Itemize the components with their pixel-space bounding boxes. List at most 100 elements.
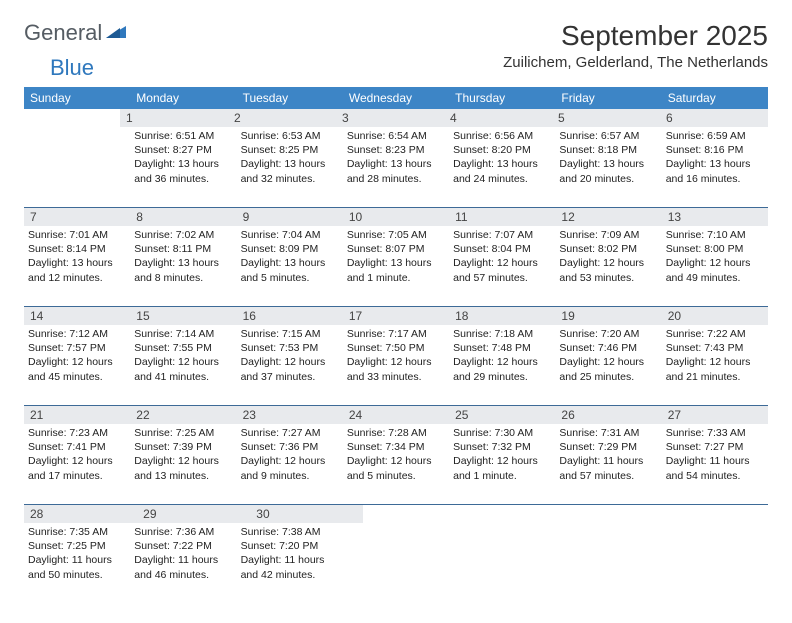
calendar-page: General September 2025 Zuilichem, Gelder…	[0, 0, 792, 623]
daynum-empty	[667, 505, 768, 523]
daynum-empty	[465, 505, 566, 523]
day-cell	[343, 523, 449, 603]
daynum: 18	[449, 307, 555, 325]
sunrise: Sunrise: 7:01 AM	[28, 228, 126, 242]
logo-blue: Blue	[50, 55, 94, 80]
sunrise: Sunrise: 6:53 AM	[241, 129, 339, 143]
day-cell: Sunrise: 7:12 AMSunset: 7:57 PMDaylight:…	[24, 325, 130, 405]
day-cell: Sunrise: 7:30 AMSunset: 7:32 PMDaylight:…	[449, 424, 555, 504]
sunrise: Sunrise: 7:35 AM	[28, 525, 126, 539]
daynum-empty	[363, 505, 464, 523]
sunset: Sunset: 8:09 PM	[241, 242, 339, 256]
day-cell: Sunrise: 7:04 AMSunset: 8:09 PMDaylight:…	[237, 226, 343, 306]
day-cell: Sunrise: 6:57 AMSunset: 8:18 PMDaylight:…	[555, 127, 661, 207]
daylight: Daylight: 12 hours and 49 minutes.	[666, 256, 764, 284]
logo: General	[24, 20, 128, 46]
sunset: Sunset: 8:27 PM	[134, 143, 232, 157]
daylight: Daylight: 12 hours and 29 minutes.	[453, 355, 551, 383]
day-cell: Sunrise: 7:22 AMSunset: 7:43 PMDaylight:…	[662, 325, 768, 405]
daylight: Daylight: 11 hours and 57 minutes.	[559, 454, 657, 482]
daylight: Daylight: 12 hours and 33 minutes.	[347, 355, 445, 383]
sunrise: Sunrise: 7:30 AM	[453, 426, 551, 440]
daynum: 23	[237, 406, 343, 424]
daynum-row: 282930	[24, 505, 768, 523]
sunrise: Sunrise: 7:10 AM	[666, 228, 764, 242]
daynum-row: 21222324252627	[24, 406, 768, 424]
daynum-row: 78910111213	[24, 208, 768, 226]
sunrise: Sunrise: 6:59 AM	[666, 129, 764, 143]
sunrise: Sunrise: 7:12 AM	[28, 327, 126, 341]
sunrise: Sunrise: 6:54 AM	[347, 129, 445, 143]
sunrise: Sunrise: 7:22 AM	[666, 327, 764, 341]
daylight: Daylight: 12 hours and 17 minutes.	[28, 454, 126, 482]
day-cell: Sunrise: 7:02 AMSunset: 8:11 PMDaylight:…	[130, 226, 236, 306]
daylight: Daylight: 13 hours and 12 minutes.	[28, 256, 126, 284]
sunrise: Sunrise: 7:15 AM	[241, 327, 339, 341]
day-cell: Sunrise: 6:56 AMSunset: 8:20 PMDaylight:…	[449, 127, 555, 207]
day-cell: Sunrise: 7:17 AMSunset: 7:50 PMDaylight:…	[343, 325, 449, 405]
daylight: Daylight: 13 hours and 36 minutes.	[134, 157, 232, 185]
month-title: September 2025	[503, 20, 768, 52]
daynum: 3	[336, 109, 444, 127]
sunrise: Sunrise: 7:14 AM	[134, 327, 232, 341]
sunset: Sunset: 7:22 PM	[134, 539, 232, 553]
sunset: Sunset: 8:11 PM	[134, 242, 232, 256]
daynum: 9	[237, 208, 343, 226]
day-cell: Sunrise: 7:35 AMSunset: 7:25 PMDaylight:…	[24, 523, 130, 603]
daylight: Daylight: 13 hours and 5 minutes.	[241, 256, 339, 284]
weeks-container: 123456Sunrise: 6:51 AMSunset: 8:27 PMDay…	[24, 109, 768, 603]
sunrise: Sunrise: 6:51 AM	[134, 129, 232, 143]
daylight: Daylight: 12 hours and 9 minutes.	[241, 454, 339, 482]
sunset: Sunset: 7:48 PM	[453, 341, 551, 355]
daynum: 24	[343, 406, 449, 424]
day-cell	[24, 127, 130, 207]
sunset: Sunset: 7:20 PM	[241, 539, 339, 553]
daylight: Daylight: 11 hours and 50 minutes.	[28, 553, 126, 581]
daynum: 22	[130, 406, 236, 424]
daynum: 10	[343, 208, 449, 226]
day-cell	[662, 523, 768, 603]
week-row: Sunrise: 6:51 AMSunset: 8:27 PMDaylight:…	[24, 127, 768, 208]
sunrise: Sunrise: 7:02 AM	[134, 228, 232, 242]
daylight: Daylight: 13 hours and 20 minutes.	[559, 157, 657, 185]
daynum-row: 123456	[24, 109, 768, 127]
day-cell: Sunrise: 7:18 AMSunset: 7:48 PMDaylight:…	[449, 325, 555, 405]
sunrise: Sunrise: 7:31 AM	[559, 426, 657, 440]
day-cell: Sunrise: 7:36 AMSunset: 7:22 PMDaylight:…	[130, 523, 236, 603]
sunset: Sunset: 7:39 PM	[134, 440, 232, 454]
daynum: 2	[228, 109, 336, 127]
logo-triangle-icon	[106, 22, 126, 43]
sunrise: Sunrise: 7:04 AM	[241, 228, 339, 242]
sunrise: Sunrise: 7:25 AM	[134, 426, 232, 440]
daylight: Daylight: 13 hours and 24 minutes.	[453, 157, 551, 185]
day-cell: Sunrise: 6:54 AMSunset: 8:23 PMDaylight:…	[343, 127, 449, 207]
daylight: Daylight: 12 hours and 53 minutes.	[559, 256, 657, 284]
daynum: 26	[555, 406, 661, 424]
sunset: Sunset: 7:46 PM	[559, 341, 657, 355]
daylight: Daylight: 12 hours and 13 minutes.	[134, 454, 232, 482]
dh-fri: Friday	[555, 87, 661, 109]
sunset: Sunset: 7:27 PM	[666, 440, 764, 454]
sunrise: Sunrise: 7:18 AM	[453, 327, 551, 341]
day-cell: Sunrise: 7:33 AMSunset: 7:27 PMDaylight:…	[662, 424, 768, 504]
sunset: Sunset: 7:25 PM	[28, 539, 126, 553]
daynum: 16	[237, 307, 343, 325]
daynum: 25	[449, 406, 555, 424]
location: Zuilichem, Gelderland, The Netherlands	[503, 54, 768, 71]
sunset: Sunset: 8:00 PM	[666, 242, 764, 256]
sunset: Sunset: 8:07 PM	[347, 242, 445, 256]
daynum: 15	[130, 307, 236, 325]
daylight: Daylight: 13 hours and 8 minutes.	[134, 256, 232, 284]
day-cell: Sunrise: 7:31 AMSunset: 7:29 PMDaylight:…	[555, 424, 661, 504]
daynum: 13	[662, 208, 768, 226]
daynum: 4	[444, 109, 552, 127]
day-headers: Sunday Monday Tuesday Wednesday Thursday…	[24, 87, 768, 109]
daynum: 14	[24, 307, 130, 325]
day-cell: Sunrise: 7:01 AMSunset: 8:14 PMDaylight:…	[24, 226, 130, 306]
sunrise: Sunrise: 7:38 AM	[241, 525, 339, 539]
daynum: 30	[250, 505, 363, 523]
daylight: Daylight: 11 hours and 54 minutes.	[666, 454, 764, 482]
day-cell: Sunrise: 7:10 AMSunset: 8:00 PMDaylight:…	[662, 226, 768, 306]
daylight: Daylight: 12 hours and 41 minutes.	[134, 355, 232, 383]
week-row: Sunrise: 7:01 AMSunset: 8:14 PMDaylight:…	[24, 226, 768, 307]
